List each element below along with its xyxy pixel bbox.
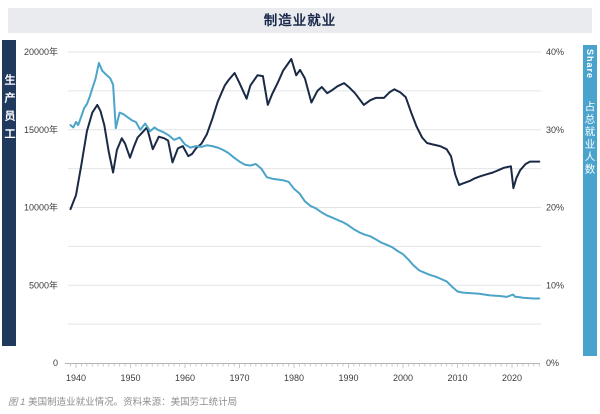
series-line-employment [69, 58, 541, 211]
chart-title: 制造业就业 [263, 13, 337, 28]
right-axis-title-en: Share [585, 49, 595, 80]
y-axis-label-left: 10000年 [24, 202, 58, 213]
x-axis-label: 2020 [502, 373, 522, 383]
x-axis-label: 1950 [120, 373, 140, 383]
left-axis-title-bar: 生产员工 [2, 40, 16, 346]
y-axis-label-left: 5000年 [29, 279, 58, 290]
x-axis-label: 1980 [284, 373, 304, 383]
caption-text: 美国制造业就业情况。 [25, 397, 124, 408]
figure-label: 图 1 [8, 397, 26, 408]
series-line-share [69, 61, 541, 300]
x-axis-label: 2010 [447, 373, 467, 383]
x-axis-label: 1960 [175, 373, 195, 383]
right-axis-title-zh: 占总就业人数 [583, 101, 596, 177]
right-axis-title-bar: Share 占总就业人数 [583, 45, 597, 356]
y-axis-label-right: 20% [546, 203, 564, 213]
y-axis-label-right: 30% [546, 125, 564, 135]
y-axis-label-left: 0 [53, 358, 58, 368]
y-axis-label-right: 0% [546, 358, 559, 368]
x-axis-label: 1970 [229, 373, 249, 383]
y-axis-label-right: 10% [546, 280, 564, 290]
chart-title-band: 制造业就业 [8, 8, 592, 33]
x-axis-label: 2000 [393, 373, 413, 383]
caption-source: 资料来源：美国劳工统计局 [123, 397, 238, 408]
figure-caption: 图 1 美国制造业就业情况。资料来源：美国劳工统计局 [8, 394, 237, 408]
x-axis-label: 1990 [338, 373, 358, 383]
y-axis-label-right: 40% [546, 47, 564, 57]
y-axis-label-left: 15000年 [24, 124, 58, 135]
y-axis-label-left: 20000年 [24, 46, 58, 57]
left-axis-title: 生产员工 [3, 74, 15, 146]
x-axis-label: 1940 [66, 373, 86, 383]
